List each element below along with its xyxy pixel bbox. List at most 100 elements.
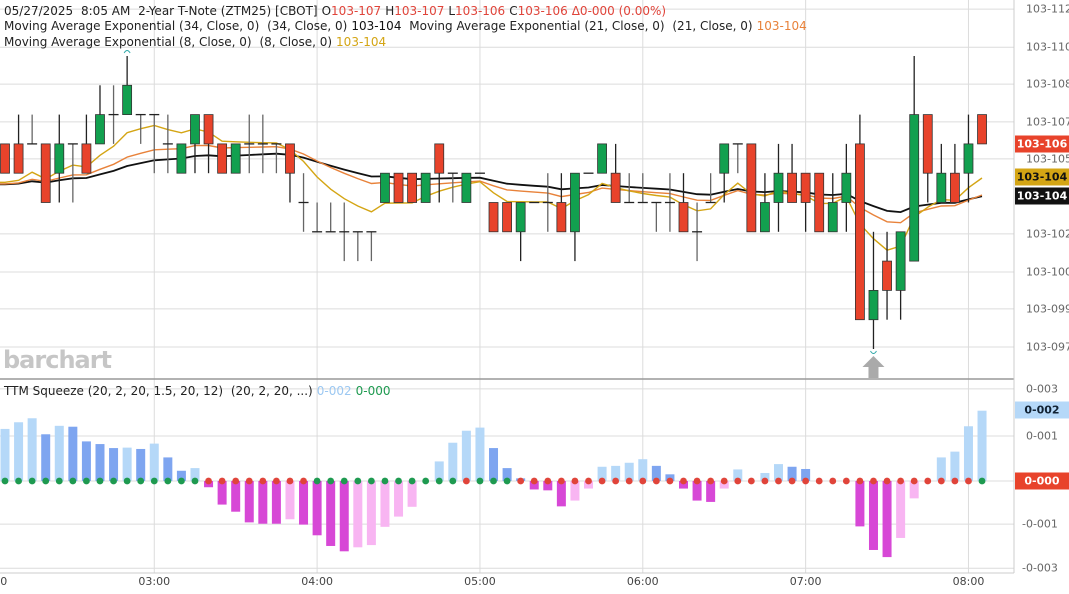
ttm-legend[interactable]: TTM Squeeze (20, 2, 20, 1.5, 20, 12) (20… (4, 383, 394, 399)
ema21-params: (21, Close, 0) (672, 19, 753, 33)
squeeze-dot (218, 477, 226, 485)
time-axis-label: 06:00 (626, 575, 659, 588)
candle-body (190, 114, 200, 145)
price-axis-label: 103-112 (1026, 2, 1069, 16)
squeeze-dot (354, 477, 362, 485)
candle-body (40, 143, 51, 203)
change-value: Δ0-000 (0.00%) (571, 4, 667, 18)
squeeze-dot (666, 477, 674, 485)
candle-body (773, 172, 784, 203)
ema-legend-2[interactable]: Moving Average Exponential (8, Close, 0)… (4, 34, 390, 50)
ttm-histogram-bar (448, 442, 458, 481)
squeeze-dot (978, 477, 986, 485)
candle-body (895, 231, 906, 291)
ttm-histogram-bar (14, 422, 24, 481)
ttm-histogram-bar (163, 457, 173, 481)
ttm-histogram-bar (54, 425, 64, 481)
squeeze-dot (69, 477, 77, 485)
ttm-histogram-bar (231, 481, 241, 512)
open-label: O (321, 4, 332, 18)
squeeze-dot (815, 477, 823, 485)
squeeze-dot (259, 477, 267, 485)
ttm-histogram-bar (584, 481, 594, 489)
squeeze-dot (178, 477, 185, 485)
squeeze-dot (449, 477, 457, 485)
squeeze-dot (652, 477, 660, 485)
squeeze-dot (435, 477, 443, 485)
squeeze-dot (381, 477, 389, 485)
price-axis-label: 103-102 (1026, 227, 1069, 241)
ttm-histogram-bar (502, 468, 512, 481)
ttm-histogram-bar (149, 443, 159, 481)
ttm-histogram-bar (0, 428, 10, 481)
ttm-histogram-bar (407, 481, 417, 507)
squeeze-dot (137, 477, 145, 485)
squeeze-dot (924, 477, 932, 485)
price-axis-label: 103-108 (1026, 77, 1069, 91)
ttm-histogram-bar (624, 462, 634, 481)
candle-body (814, 172, 825, 233)
squeeze-dot (55, 477, 63, 485)
ttm-histogram (0, 410, 987, 558)
time-axis-label: 04:00 (301, 575, 333, 588)
ema21-name: Moving Average Exponential (21, Close, 0… (409, 19, 665, 33)
candle-body (950, 172, 960, 203)
squeeze-dot (83, 477, 90, 485)
ttm-histogram-bar (312, 481, 322, 536)
ttm-histogram-bar (855, 481, 865, 527)
ttm-histogram-bar (909, 481, 919, 499)
ttm-histogram-bar (692, 481, 702, 501)
ema21-value: 103-104 (756, 19, 807, 33)
squeeze-dot (395, 477, 402, 485)
legend-symbol: 2-Year T-Note (ZTM25) [CBOT] (138, 4, 318, 18)
ttm-histogram-bar (81, 441, 91, 481)
candle-body (461, 172, 472, 203)
time-axis-label: 02:00 (0, 575, 8, 588)
ttm-histogram-bar (529, 481, 539, 490)
ttm-histogram-bar (217, 481, 227, 505)
ttm-histogram-bar (787, 466, 797, 481)
ttm-histogram-bar (41, 434, 51, 481)
squeeze-dot (612, 477, 620, 485)
ttm-histogram-bar (896, 481, 906, 538)
squeeze-dot (571, 477, 579, 485)
ttm-histogram-bar (190, 468, 200, 481)
candle-body (977, 114, 987, 145)
squeeze-dot (205, 477, 212, 485)
squeeze-dot (734, 477, 742, 485)
squeeze-dot (788, 477, 796, 485)
price-axis-label: 103-107 (1026, 115, 1069, 129)
candle-body (610, 172, 621, 203)
ttm-value-1: 0-002 (316, 384, 352, 398)
squeeze-dot (707, 477, 715, 485)
squeeze-dot (150, 477, 158, 485)
ttm-histogram-bar (963, 426, 973, 481)
squeeze-dot (273, 477, 280, 485)
ttm-histogram-bar (27, 418, 37, 481)
ttm-histogram-bar (543, 481, 553, 491)
squeeze-dot (598, 477, 606, 485)
ttm-histogram-bar (733, 469, 743, 481)
ema-legend-1[interactable]: Moving Average Exponential (34, Close, 0… (4, 18, 811, 34)
squeeze-dot (775, 477, 782, 485)
ttm-histogram-bar (366, 481, 376, 546)
ema34-value: 103-104 (351, 19, 402, 33)
high-value: 103-107 (394, 4, 445, 18)
price-axis-label: 103-105 (1026, 152, 1069, 166)
candle-body (434, 143, 445, 174)
candle-body (488, 202, 499, 233)
squeeze-dot (693, 477, 701, 485)
low-label: L (448, 4, 456, 18)
ttm-histogram-bar (68, 426, 78, 481)
ttm-histogram-bar (339, 481, 349, 552)
price-badge: 103-104 (1015, 168, 1069, 186)
ttm-histogram-bar (936, 457, 946, 481)
squeeze-dot (286, 477, 294, 485)
ttm-histogram-bar (719, 481, 729, 489)
ttm-histogram-bar (394, 481, 404, 517)
ttm-histogram-bar (611, 465, 621, 481)
ttm-histogram-bar (122, 447, 132, 481)
squeeze-dot (680, 477, 687, 485)
candle-body (760, 202, 770, 233)
